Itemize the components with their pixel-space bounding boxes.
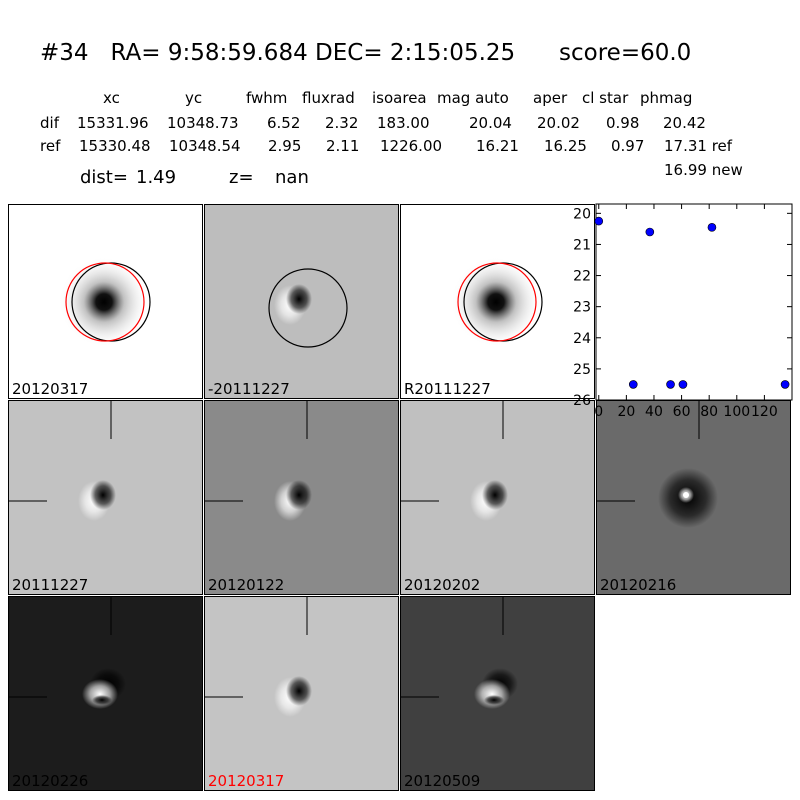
panel-date-label: 20111227 — [12, 576, 89, 594]
ref-label: ref — [40, 137, 61, 155]
ref-clstar: 0.97 — [611, 137, 645, 155]
panel-date-label: 20120202 — [404, 576, 481, 594]
residual-dark — [482, 480, 508, 510]
dif-aper: 20.02 — [537, 114, 580, 132]
ref-fluxrad: 2.11 — [326, 137, 360, 155]
data-point — [645, 227, 655, 237]
residual-dark — [286, 480, 312, 510]
ref-isoarea: 1226.00 — [380, 137, 443, 155]
col-isoarea: isoarea — [372, 89, 427, 107]
cutout-panel-8: 20120226 — [8, 596, 203, 791]
panel-date-label: 20120122 — [208, 576, 285, 594]
y-tick-label: 21 — [573, 237, 591, 253]
z-label: z= — [229, 167, 254, 188]
source-blob — [451, 257, 541, 347]
ref-aper: 16.25 — [544, 137, 587, 155]
dif-label: dif — [40, 114, 59, 132]
panel-date-label: 20120226 — [12, 772, 89, 790]
y-tick-label: 20 — [573, 206, 591, 222]
dif-yc: 10348.73 — [167, 114, 239, 132]
light-curve-plot: 20 21 22 23 24 25 260 20 40 60 80 100 120 — [573, 203, 793, 420]
residual-dark — [90, 480, 116, 510]
aperture-circle-red — [457, 262, 537, 342]
ref-yc: 10348.54 — [169, 137, 241, 155]
panel-date-label: 20120509 — [404, 772, 481, 790]
ref-xc: 15330.48 — [79, 137, 151, 155]
dif-clstar: 0.98 — [606, 114, 640, 132]
panel-date-label: 20120216 — [600, 576, 677, 594]
plot-frame — [595, 203, 793, 401]
col-aper: aper — [533, 89, 568, 107]
x-tick-label: 100 — [723, 404, 750, 420]
aperture-circle-black — [268, 268, 348, 348]
y-tick-label: 23 — [573, 300, 591, 316]
data-point — [594, 216, 604, 226]
cutout-panel-5: 20120122 — [204, 400, 399, 595]
y-tick-label: 22 — [573, 269, 591, 285]
panel-date-label: -20111227 — [208, 380, 290, 398]
col-yc: yc — [185, 89, 203, 107]
aperture-circle-red — [65, 262, 145, 342]
ref-fwhm: 2.95 — [268, 137, 302, 155]
residual-dark — [286, 676, 312, 706]
dif-phmag: 20.42 — [663, 114, 706, 132]
col-clstar: cl star — [582, 89, 629, 107]
dif-isoarea: 183.00 — [377, 114, 430, 132]
col-phmag: phmag — [640, 89, 693, 107]
cutout-panel-4: 20111227 — [8, 400, 203, 595]
data-point — [666, 380, 675, 389]
data-point — [707, 223, 717, 232]
dif-magauto: 20.04 — [469, 114, 512, 132]
ref-phmag: 17.31 ref — [664, 137, 733, 155]
panel-date-label: 20120317 — [208, 772, 285, 790]
x-tick-label: 80 — [700, 404, 718, 420]
data-point — [628, 380, 638, 389]
dif-fwhm: 6.52 — [267, 114, 301, 132]
ref-magauto: 16.21 — [476, 137, 519, 155]
dif-xc: 15331.96 — [77, 114, 149, 132]
cutout-panel-3: R20111227 — [400, 204, 595, 399]
x-tick-label: 60 — [673, 404, 691, 420]
dist-label: dist= — [80, 167, 128, 188]
source-blob — [59, 257, 149, 347]
cutout-panel-9: 20120317 — [204, 596, 399, 791]
residual-dark — [286, 284, 312, 314]
z-value: nan — [275, 167, 309, 188]
cutout-panel-2: -20111227 — [204, 204, 399, 399]
y-tick-label: 24 — [573, 331, 591, 347]
y-tick-label: 26 — [573, 393, 591, 409]
col-fluxrad: fluxrad — [302, 89, 355, 107]
x-tick-label: 120 — [751, 404, 778, 420]
col-magauto: mag auto — [437, 89, 509, 107]
data-point — [678, 380, 688, 389]
panel-date-label: R20111227 — [404, 380, 491, 398]
col-xc: xc — [103, 89, 120, 107]
cutout-panel-6: 20120202 — [400, 400, 595, 595]
col-fwhm: fwhm — [246, 89, 288, 107]
dif-fluxrad: 2.32 — [325, 114, 359, 132]
y-tick-label: 25 — [573, 362, 591, 378]
residual-dark-bottom — [484, 695, 504, 705]
data-point — [780, 380, 790, 389]
residual-dark-bottom — [92, 695, 112, 705]
x-tick-label: 0 — [594, 404, 603, 420]
dist-value: 1.49 — [136, 167, 177, 188]
x-tick-label: 20 — [617, 404, 635, 420]
cutout-panel-10: 20120509 — [400, 596, 595, 791]
panel-date-label: 20120317 — [12, 380, 89, 398]
x-tick-label: 40 — [645, 404, 663, 420]
cutout-panel-1: 20120317 — [8, 204, 203, 399]
cutout-panel-7: 20120216 — [596, 400, 791, 595]
candidate-title: #34 RA= 9:58:59.684 DEC= 2:15:05.25 scor… — [40, 40, 692, 66]
new-mag: 16.99 new — [664, 161, 743, 179]
